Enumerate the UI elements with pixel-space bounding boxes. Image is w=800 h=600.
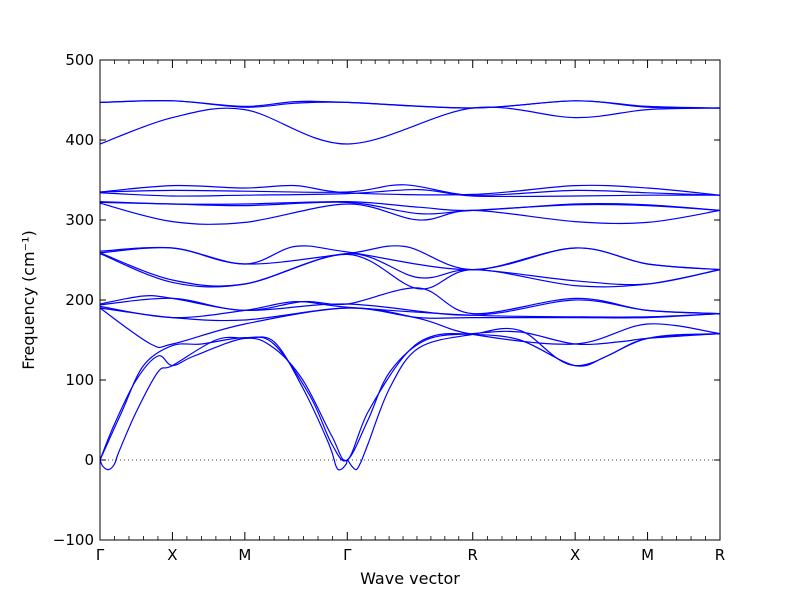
phonon-branch-8 xyxy=(99,201,721,215)
x-tick-label: X xyxy=(167,546,177,564)
phonon-branch-21 xyxy=(99,327,721,471)
phonon-branch-11 xyxy=(99,245,721,271)
phonon-branch-3 xyxy=(99,106,721,145)
series-layer xyxy=(99,100,721,471)
plot-area xyxy=(100,60,720,540)
phonon-branch-2 xyxy=(99,100,721,109)
phonon-branch-18 xyxy=(99,307,721,349)
x-axis-label: Wave vector xyxy=(360,569,460,588)
phonon-branch-12 xyxy=(99,252,721,287)
x-tick-label: M xyxy=(641,546,654,564)
plot-frame xyxy=(99,59,721,541)
x-tick-label: R xyxy=(715,546,725,564)
phonon-branch-14 xyxy=(99,287,721,315)
x-tick-label: Γ xyxy=(343,546,352,564)
x-tick-label: X xyxy=(570,546,580,564)
y-tick-label: 500 xyxy=(65,51,94,69)
y-axis-label: Frequency (cm⁻¹) xyxy=(19,230,38,369)
y-tick-label: 100 xyxy=(65,371,94,389)
y-tick-label: 0 xyxy=(84,451,94,469)
y-tick-label: 400 xyxy=(65,131,94,149)
x-tick-label: R xyxy=(468,546,478,564)
x-tick-label: Γ xyxy=(96,546,105,564)
phonon-branch-4 xyxy=(99,184,721,196)
phonon-branch-6 xyxy=(99,188,721,198)
phonon-branch-17 xyxy=(99,307,721,322)
phonon-branch-5 xyxy=(99,184,721,196)
y-tick-label: 300 xyxy=(65,211,94,229)
y-tick-label: 200 xyxy=(65,291,94,309)
x-tick-label: M xyxy=(238,546,251,564)
phonon-branch-15 xyxy=(99,297,721,316)
y-tick-label: −100 xyxy=(53,531,94,549)
phonon-branch-9 xyxy=(99,202,721,225)
phonon-branch-13 xyxy=(99,253,721,290)
